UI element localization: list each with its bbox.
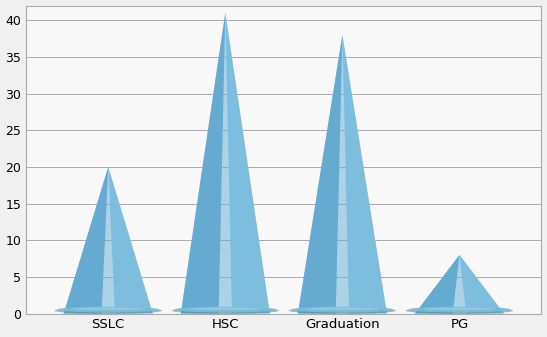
Ellipse shape (289, 307, 396, 314)
Polygon shape (64, 167, 153, 314)
Polygon shape (181, 13, 270, 314)
Ellipse shape (172, 307, 279, 314)
Ellipse shape (189, 308, 261, 310)
Polygon shape (459, 255, 504, 314)
Ellipse shape (72, 308, 144, 310)
Ellipse shape (406, 307, 513, 314)
Ellipse shape (55, 307, 162, 314)
Polygon shape (181, 13, 225, 314)
Polygon shape (415, 255, 459, 314)
Ellipse shape (408, 307, 511, 312)
Polygon shape (64, 167, 108, 314)
Polygon shape (108, 167, 153, 314)
Polygon shape (415, 255, 504, 314)
Ellipse shape (306, 308, 378, 310)
Polygon shape (342, 35, 387, 314)
Ellipse shape (291, 307, 394, 312)
Ellipse shape (424, 308, 495, 310)
Ellipse shape (174, 307, 276, 312)
Polygon shape (298, 35, 387, 314)
Polygon shape (225, 13, 270, 314)
Ellipse shape (57, 307, 159, 312)
Polygon shape (298, 35, 342, 314)
